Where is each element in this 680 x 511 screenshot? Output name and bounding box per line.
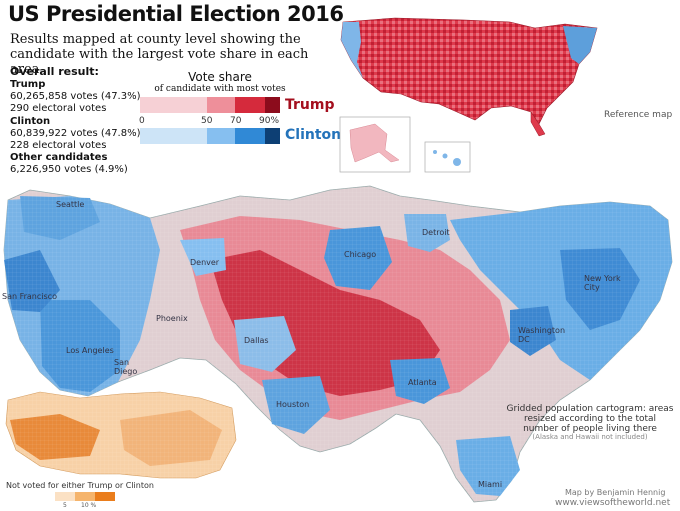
trump-result: Trump 60,265,858 votes (47.3%) 290 elect… xyxy=(10,79,141,115)
not-voted-grid-overlay xyxy=(0,390,240,480)
other-result: Other candidates 6,226,950 votes (4.9%) xyxy=(10,152,128,176)
trump-swatch-3 xyxy=(265,97,280,113)
credit-author: Map by Benjamin Hennig xyxy=(565,488,666,497)
not-voted-tick-10: 10 % xyxy=(81,502,97,509)
clinton-swatch-3 xyxy=(265,128,280,144)
city-washington: Washington DC xyxy=(518,326,566,344)
not-voted-swatch-2 xyxy=(95,492,115,501)
subtitle: Results mapped at county level showing t… xyxy=(10,32,309,77)
trump-electoral: 290 electoral votes xyxy=(10,103,107,114)
reference-alaska xyxy=(339,116,411,173)
city-los-angeles: Los Angeles xyxy=(66,346,114,355)
not-voted-label: Not voted for either Trump or Clinton xyxy=(6,481,154,490)
reference-map xyxy=(339,17,598,173)
legend-subtitle: of candidate with most votes xyxy=(154,84,286,94)
trump-swatch-0 xyxy=(140,97,207,113)
trump-name: Trump xyxy=(10,79,46,90)
legend-title: Vote share xyxy=(188,70,252,84)
city-atlanta: Atlanta xyxy=(408,378,437,387)
trump-swatch-1 xyxy=(207,97,235,113)
legend-tick-50: 50 xyxy=(201,116,213,126)
legend-tick-0: 0 xyxy=(139,116,145,126)
credit-website: www.viewsoftheworld.net xyxy=(555,498,671,508)
clinton-result: Clinton 60,839,922 votes (47.8%) 228 ele… xyxy=(10,116,141,152)
clinton-votes: 60,839,922 votes (47.8%) xyxy=(10,128,141,139)
not-voted-swatch-1 xyxy=(75,492,95,501)
reference-hawaii xyxy=(424,141,471,173)
city-seattle: Seattle xyxy=(56,200,85,209)
city-chicago: Chicago xyxy=(344,250,377,259)
legend-tick-70: 70 xyxy=(230,116,242,126)
not-voted-swatch-0 xyxy=(55,492,75,501)
clinton-electoral: 228 electoral votes xyxy=(10,140,107,151)
legend-trump-label: Trump xyxy=(285,97,335,113)
other-name: Other candidates xyxy=(10,152,108,163)
trump-votes: 60,265,858 votes (47.3%) xyxy=(10,91,141,102)
clinton-swatch-0 xyxy=(140,128,207,144)
overall-heading: Overall result: xyxy=(10,65,99,78)
city-detroit: Detroit xyxy=(422,228,450,237)
reference-northeast xyxy=(563,26,597,64)
legend-tick-90: 90% xyxy=(259,116,280,126)
legend-clinton-label: Clinton xyxy=(285,127,342,143)
clinton-swatch-1 xyxy=(207,128,235,144)
city-san-francisco: San Francisco xyxy=(2,292,57,301)
reference-florida xyxy=(530,111,546,137)
city-san-diego: San Diego xyxy=(114,358,138,376)
city-houston: Houston xyxy=(276,400,310,409)
cartogram-note-sub: (Alaska and Hawaii not included) xyxy=(532,433,648,441)
other-votes: 6,226,950 votes (4.9%) xyxy=(10,164,128,175)
page-title: US Presidential Election 2016 xyxy=(8,2,344,26)
reference-west-coast xyxy=(341,22,363,78)
city-miami: Miami xyxy=(478,480,503,489)
cartogram-note: Gridded population cartogram: areas resi… xyxy=(506,404,674,434)
clinton-name: Clinton xyxy=(10,116,51,127)
city-dallas: Dallas xyxy=(244,336,269,345)
not-voted-tick-5: 5 xyxy=(63,502,67,509)
city-phoenix: Phoenix xyxy=(156,314,188,323)
city-new-york: New York City xyxy=(584,274,621,292)
reference-map-label: Reference map xyxy=(604,110,673,120)
trump-swatch-2 xyxy=(235,97,265,113)
city-denver: Denver xyxy=(190,258,220,267)
clinton-swatch-2 xyxy=(235,128,265,144)
